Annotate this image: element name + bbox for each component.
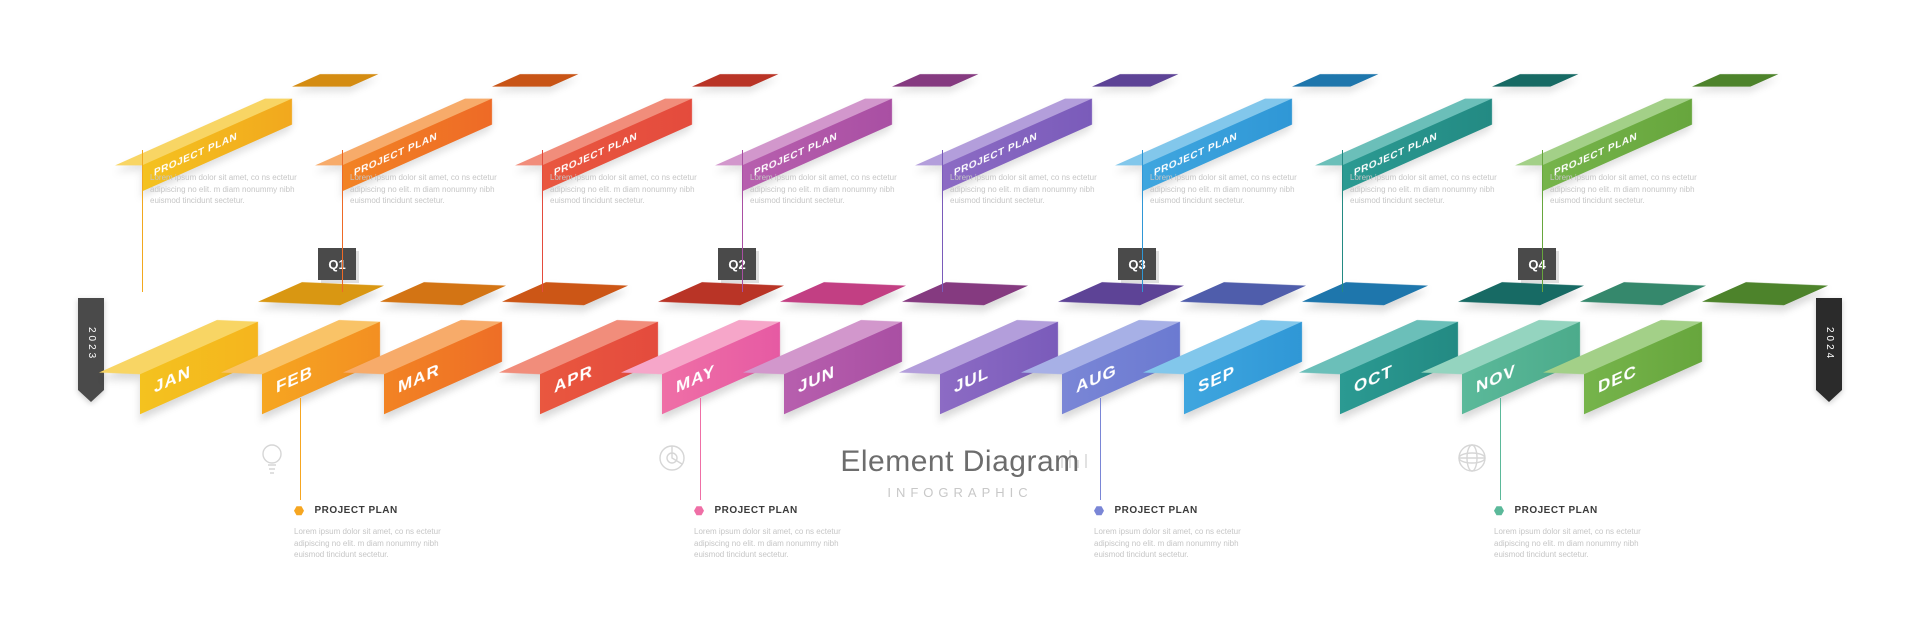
plan-callout-0: PROJECT PLAN Lorem ipsum dolor sit amet,…: [294, 502, 464, 561]
connector-top-3: [742, 150, 743, 292]
quarter-badge-q3: Q3: [1118, 248, 1156, 280]
connector-top-1: [342, 150, 343, 292]
month-block-dec: DEC: [1584, 322, 1702, 415]
diagram-title-block: Element Diagram INFOGRAPHIC: [840, 445, 1079, 500]
plan-text-top-4: Lorem ipsum dolor sit amet, co ns ectetu…: [950, 172, 1100, 207]
plan-callout-title: PROJECT PLAN: [1514, 505, 1597, 516]
plan-text-top-1: Lorem ipsum dolor sit amet, co ns ectetu…: [350, 172, 500, 207]
connector-bottom-0: [300, 398, 301, 500]
connector-top-5: [1142, 150, 1143, 292]
quarter-badge-q4: Q4: [1518, 248, 1556, 280]
pie-icon: [654, 440, 690, 476]
plan-callout-title: PROJECT PLAN: [714, 505, 797, 516]
plan-callout-body: Lorem ipsum dolor sit amet, co ns ectetu…: [694, 526, 864, 561]
connector-top-2: [542, 150, 543, 292]
connector-top-7: [1542, 150, 1543, 292]
bulb-icon: [254, 440, 290, 476]
quarter-badge-q1: Q1: [318, 248, 356, 280]
connector-bottom-3: [1500, 398, 1501, 500]
plan-callout-body: Lorem ipsum dolor sit amet, co ns ectetu…: [1094, 526, 1264, 561]
hex-bullet-icon: [1494, 506, 1504, 516]
plan-callout-3: PROJECT PLAN Lorem ipsum dolor sit amet,…: [1494, 502, 1664, 561]
diagram-title: Element Diagram: [840, 445, 1079, 479]
connector-bottom-2: [1100, 398, 1101, 500]
plan-text-top-5: Lorem ipsum dolor sit amet, co ns ectetu…: [1150, 172, 1300, 207]
plan-text-top-2: Lorem ipsum dolor sit amet, co ns ectetu…: [550, 172, 700, 207]
plan-callout-1: PROJECT PLAN Lorem ipsum dolor sit amet,…: [694, 502, 864, 561]
connector-top-4: [942, 150, 943, 292]
globe-icon: [1454, 440, 1490, 476]
plan-callout-2: PROJECT PLAN Lorem ipsum dolor sit amet,…: [1094, 502, 1264, 561]
hex-bullet-icon: [1094, 506, 1104, 516]
hex-bullet-icon: [294, 506, 304, 516]
quarter-badge-q2: Q2: [718, 248, 756, 280]
plan-callout-body: Lorem ipsum dolor sit amet, co ns ectetu…: [1494, 526, 1664, 561]
plan-text-top-7: Lorem ipsum dolor sit amet, co ns ectetu…: [1550, 172, 1700, 207]
month-block-mar: MAR: [384, 322, 502, 415]
plan-text-top-3: Lorem ipsum dolor sit amet, co ns ectetu…: [750, 172, 900, 207]
connector-bottom-1: [700, 398, 701, 500]
month-block-jun: JUN: [784, 322, 902, 415]
connector-top-0: [142, 150, 143, 292]
month-block-sep: SEP: [1184, 322, 1302, 415]
plan-callout-title: PROJECT PLAN: [1114, 505, 1197, 516]
connector-top-6: [1342, 150, 1343, 292]
plan-callout-title: PROJECT PLAN: [314, 505, 397, 516]
diagram-subtitle: INFOGRAPHIC: [840, 485, 1079, 500]
plan-text-top-0: Lorem ipsum dolor sit amet, co ns ectetu…: [150, 172, 300, 207]
year-tab-left: 2023: [78, 298, 104, 390]
hex-bullet-icon: [694, 506, 704, 516]
year-tab-right: 2024: [1816, 298, 1842, 390]
plan-callout-body: Lorem ipsum dolor sit amet, co ns ectetu…: [294, 526, 464, 561]
plan-text-top-6: Lorem ipsum dolor sit amet, co ns ectetu…: [1350, 172, 1500, 207]
